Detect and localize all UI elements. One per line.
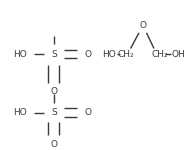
Text: O: O xyxy=(84,50,91,59)
Text: HO: HO xyxy=(102,50,116,59)
Text: S: S xyxy=(51,108,57,117)
Text: S: S xyxy=(51,50,57,59)
Text: O: O xyxy=(139,21,146,30)
Text: O: O xyxy=(50,87,57,96)
Text: CH₂: CH₂ xyxy=(118,50,134,59)
Text: OH: OH xyxy=(171,50,185,59)
Text: CH₂: CH₂ xyxy=(151,50,168,59)
Text: HO: HO xyxy=(13,108,27,117)
Text: O: O xyxy=(84,108,91,117)
Text: O: O xyxy=(50,140,57,149)
Text: HO: HO xyxy=(13,50,27,59)
